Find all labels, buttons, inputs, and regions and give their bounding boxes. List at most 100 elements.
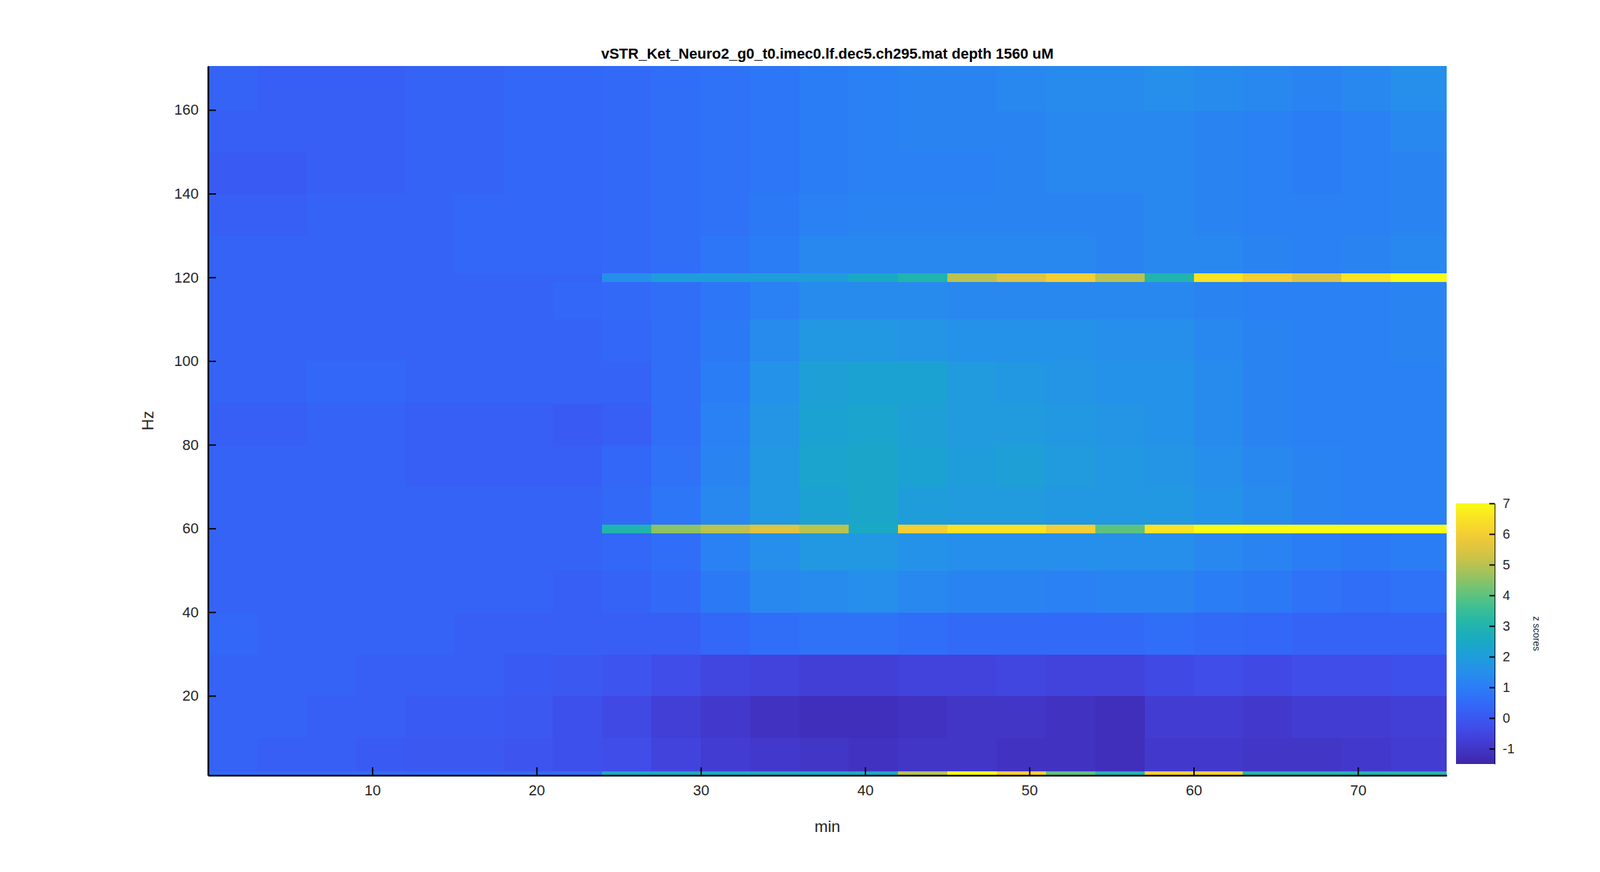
heat-cell (257, 771, 308, 776)
heat-cell (552, 361, 603, 404)
tick-mark (1489, 656, 1495, 658)
heat-cell (898, 319, 948, 362)
heat-cell (257, 532, 308, 571)
heat-cell (700, 273, 751, 282)
heat-cell (750, 696, 800, 738)
heat-cell (1390, 66, 1447, 111)
heat-cell (356, 444, 406, 487)
heat-cell (996, 110, 1047, 152)
heat-cell (454, 771, 505, 776)
heat-cell (700, 193, 751, 236)
heat-cell (799, 66, 850, 111)
tick-mark (864, 767, 866, 776)
heat-cell (1144, 738, 1195, 772)
heat-cell (651, 152, 702, 194)
heat-cell (1242, 152, 1293, 194)
heat-cell (848, 532, 899, 571)
heat-cell (898, 486, 948, 525)
heat-cell (700, 402, 751, 445)
heat-cell (257, 281, 308, 320)
heat-cell (700, 486, 751, 525)
heat-cell (257, 110, 308, 152)
heat-cell (1194, 532, 1244, 571)
heat-cell (257, 696, 308, 738)
heat-cell (996, 654, 1047, 696)
heat-cell (799, 532, 850, 571)
colorbar-axis: -101234567 (1489, 496, 1515, 765)
heat-cell (306, 612, 357, 654)
heat-cell (602, 612, 652, 654)
heat-cell (947, 444, 998, 487)
tick: 120 (174, 269, 216, 286)
heat-cell (552, 524, 603, 533)
x-axis: 10203040506070 (208, 767, 1448, 799)
heat-cell (750, 654, 800, 696)
tick-mark (208, 444, 216, 446)
tick-label: 70 (1350, 782, 1366, 799)
heat-cell (208, 193, 258, 236)
heat-cell (799, 152, 850, 194)
heat-cell (1046, 738, 1096, 772)
heat-cell (552, 402, 603, 445)
heat-cell (1242, 66, 1293, 111)
heat-cell (1095, 524, 1146, 533)
heat-cell (552, 235, 603, 274)
heat-cell (356, 361, 406, 404)
tick: 60 (182, 520, 216, 537)
heat-cell (750, 532, 800, 571)
colorbar (1456, 503, 1495, 764)
heat-cell (1046, 235, 1096, 274)
heat-cell (1292, 281, 1342, 320)
heat-cell (602, 570, 652, 612)
heat-cell (848, 444, 899, 487)
heat-cell (1341, 696, 1392, 738)
tick-label: 4 (1502, 588, 1510, 603)
heat-cell (1292, 152, 1342, 194)
heat-cell (1390, 486, 1447, 525)
heat-cell (996, 696, 1047, 738)
heat-cell (1194, 696, 1244, 738)
heat-cell (1046, 66, 1096, 111)
heat-cell (898, 612, 948, 654)
tick-label: 7 (1502, 496, 1510, 511)
heat-cell (257, 738, 308, 772)
heat-cell (1095, 771, 1146, 776)
heat-cell (356, 612, 406, 654)
heat-cell (504, 486, 554, 525)
heat-cell (1046, 486, 1096, 525)
heat-cell (1144, 402, 1195, 445)
tick-label: 160 (174, 101, 199, 118)
heat-cell (700, 612, 751, 654)
heat-cell (405, 771, 456, 776)
heat-cell (306, 361, 357, 404)
heat-cell (1095, 281, 1146, 320)
heat-cell (947, 654, 998, 696)
heat-cell (1390, 738, 1447, 772)
heat-cell (208, 361, 258, 404)
heat-cell (356, 319, 406, 362)
heat-cell (1341, 532, 1392, 571)
heat-cell (1242, 193, 1293, 236)
heat-cell (1390, 402, 1447, 445)
heat-cell (1194, 402, 1244, 445)
heat-cell (750, 66, 800, 111)
heat-cell (700, 532, 751, 571)
heat-cell (898, 110, 948, 152)
heat-cell (700, 152, 751, 194)
tick: 160 (174, 101, 216, 118)
heat-cell (996, 486, 1047, 525)
heat-cell (700, 444, 751, 487)
heat-cell (405, 402, 456, 445)
heat-cell (651, 486, 702, 525)
heat-cell (848, 612, 899, 654)
tick-label: 6 (1502, 526, 1510, 542)
heat-cell (1095, 110, 1146, 152)
heat-cell (996, 319, 1047, 362)
heat-cell (208, 654, 258, 696)
heat-cell (799, 235, 850, 274)
heat-cell (1194, 235, 1244, 274)
heat-cell (454, 361, 505, 404)
heat-cell (1095, 738, 1146, 772)
heat-cell (799, 654, 850, 696)
heat-cell (947, 281, 998, 320)
